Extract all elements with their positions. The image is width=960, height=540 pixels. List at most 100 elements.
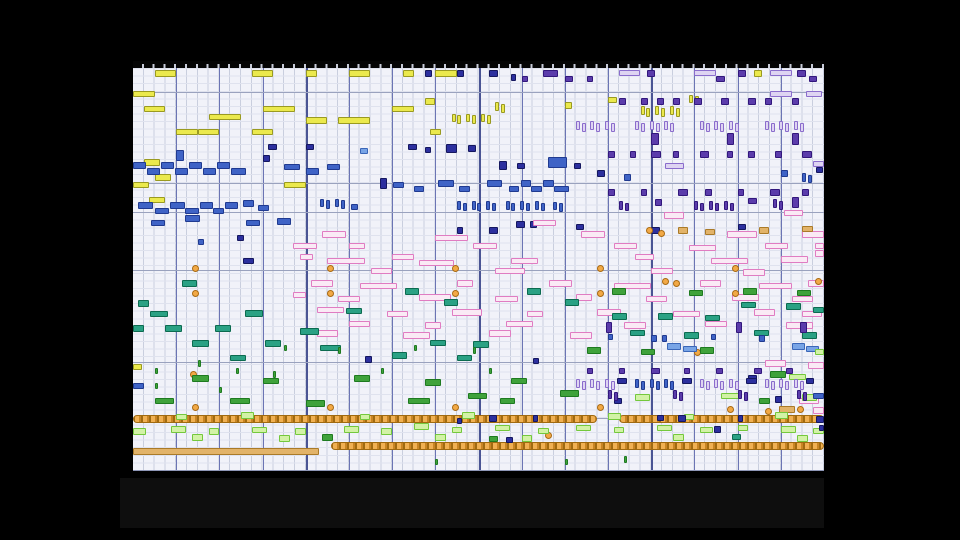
note[interactable] (705, 189, 712, 196)
note[interactable] (133, 382, 144, 390)
note[interactable] (618, 98, 627, 105)
note[interactable] (547, 156, 567, 168)
note[interactable] (799, 123, 804, 132)
note[interactable] (197, 360, 201, 367)
note[interactable] (147, 168, 160, 175)
note[interactable] (641, 380, 646, 390)
note[interactable] (451, 309, 482, 316)
note[interactable] (669, 105, 674, 115)
bead-chain[interactable] (330, 441, 824, 450)
note[interactable] (759, 282, 792, 290)
note[interactable] (489, 330, 511, 337)
note[interactable] (640, 189, 647, 196)
note[interactable] (699, 280, 722, 287)
note[interactable] (161, 162, 175, 169)
note[interactable] (785, 123, 790, 132)
note[interactable] (245, 310, 263, 317)
note[interactable] (487, 180, 503, 187)
note[interactable] (208, 113, 241, 121)
note[interactable] (714, 379, 719, 388)
note[interactable] (284, 344, 288, 352)
note[interactable] (325, 200, 330, 210)
note[interactable] (381, 428, 393, 435)
note[interactable] (334, 198, 339, 208)
note[interactable] (133, 162, 146, 169)
note[interactable] (413, 185, 425, 193)
note[interactable] (489, 435, 498, 443)
note[interactable] (429, 128, 441, 136)
note[interactable] (457, 115, 462, 125)
note[interactable] (667, 343, 682, 350)
note[interactable] (720, 380, 725, 390)
note[interactable] (716, 367, 723, 375)
note[interactable] (797, 70, 806, 77)
note[interactable] (492, 202, 497, 212)
note[interactable] (133, 448, 319, 455)
note[interactable] (480, 113, 485, 123)
note[interactable] (651, 267, 673, 275)
note[interactable] (208, 428, 220, 435)
drum-hit[interactable] (327, 290, 335, 298)
note[interactable] (443, 299, 458, 306)
note[interactable] (380, 178, 387, 190)
note[interactable] (797, 435, 808, 442)
note[interactable] (651, 367, 660, 375)
note[interactable] (154, 174, 171, 181)
note[interactable] (348, 70, 371, 77)
note[interactable] (779, 121, 784, 130)
note[interactable] (381, 367, 385, 375)
note[interactable] (597, 170, 605, 177)
note[interactable] (284, 163, 301, 171)
note[interactable] (802, 392, 807, 402)
note[interactable] (802, 172, 807, 182)
note[interactable] (467, 145, 477, 152)
note[interactable] (446, 143, 457, 154)
note[interactable] (604, 379, 609, 388)
note[interactable] (558, 203, 563, 213)
note[interactable] (656, 424, 672, 432)
note[interactable] (553, 201, 558, 211)
note[interactable] (203, 168, 217, 175)
note[interactable] (770, 189, 780, 196)
note[interactable] (802, 225, 814, 233)
note[interactable] (635, 253, 655, 261)
note[interactable] (154, 367, 158, 375)
note[interactable] (613, 426, 625, 434)
note[interactable] (520, 180, 532, 187)
note[interactable] (359, 147, 369, 155)
note[interactable] (635, 121, 640, 130)
drum-hit[interactable] (764, 407, 772, 415)
note[interactable] (251, 128, 274, 136)
note[interactable] (451, 113, 456, 123)
note[interactable] (813, 392, 824, 400)
note[interactable] (737, 223, 747, 231)
note[interactable] (176, 149, 184, 161)
note[interactable] (664, 379, 669, 388)
drum-hit[interactable] (327, 265, 335, 273)
note[interactable] (678, 189, 688, 196)
note[interactable] (243, 257, 254, 265)
note[interactable] (151, 219, 166, 227)
note[interactable] (610, 380, 615, 390)
note[interactable] (694, 69, 716, 77)
note[interactable] (486, 200, 491, 210)
note[interactable] (305, 400, 326, 407)
note[interactable] (413, 423, 429, 430)
note[interactable] (197, 128, 220, 136)
note[interactable] (681, 377, 693, 385)
note[interactable] (486, 115, 491, 125)
note[interactable] (753, 309, 776, 316)
note[interactable] (743, 269, 765, 276)
note[interactable] (791, 343, 805, 350)
note[interactable] (489, 227, 498, 234)
note[interactable] (791, 132, 800, 146)
note[interactable] (473, 242, 497, 250)
note[interactable] (154, 382, 158, 390)
note[interactable] (500, 397, 516, 405)
note[interactable] (435, 434, 447, 441)
note[interactable] (278, 435, 290, 442)
note[interactable] (815, 348, 824, 356)
note[interactable] (393, 181, 404, 189)
note[interactable] (737, 390, 742, 400)
note[interactable] (786, 322, 814, 329)
